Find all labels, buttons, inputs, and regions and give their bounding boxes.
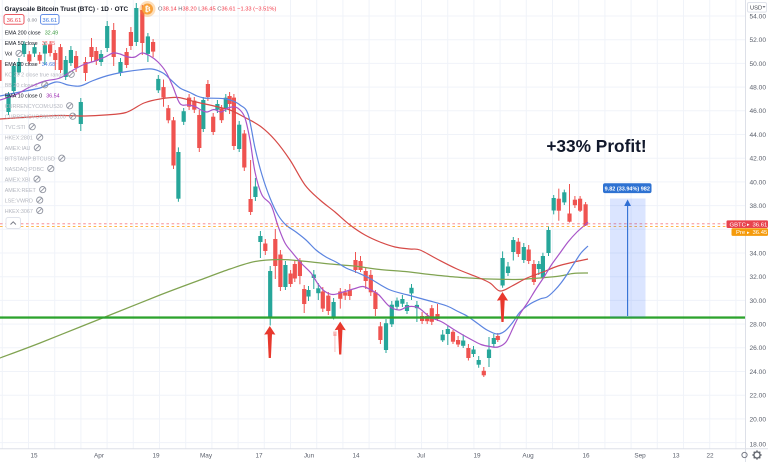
svg-text:Jul: Jul <box>417 453 425 460</box>
svg-text:34.68: 34.68 <box>42 62 56 68</box>
svg-text:30.00: 30.00 <box>750 298 767 305</box>
svg-text:32.49: 32.49 <box>45 31 59 37</box>
svg-text:50.00: 50.00 <box>750 61 767 68</box>
svg-text:19: 19 <box>152 453 160 460</box>
svg-text:BB 20 close 2: BB 20 close 2 <box>5 83 38 89</box>
svg-text:34.00: 34.00 <box>750 250 767 257</box>
svg-text:O38.14 H38.20 L36.45 C36.61 −1: O38.14 H38.20 L36.45 C36.61 −1.33 (−3.51… <box>158 7 276 13</box>
svg-text:Vol: Vol <box>5 52 13 58</box>
svg-text:KC 20 2 close true range: KC 20 2 close true range <box>5 73 65 79</box>
svg-text:36.61: 36.61 <box>42 18 57 24</box>
svg-text:13: 13 <box>672 453 680 460</box>
svg-text:Grayscale Bitcoin Trust (BTC): Grayscale Bitcoin Trust (BTC) · 1D · OTC <box>5 6 129 13</box>
svg-text:15: 15 <box>30 453 38 460</box>
svg-text:TVC:STI: TVC:STI <box>5 125 26 131</box>
svg-text:28.00: 28.00 <box>750 322 767 329</box>
svg-text:48.00: 48.00 <box>750 85 767 92</box>
svg-text:38.00: 38.00 <box>750 203 767 210</box>
svg-text:HKEX:2801: HKEX:2801 <box>5 135 33 141</box>
svg-text:AMEX:IAU: AMEX:IAU <box>5 146 31 152</box>
svg-text:EMA 10 close 0: EMA 10 close 0 <box>5 94 42 100</box>
svg-text:26.00: 26.00 <box>750 345 767 352</box>
svg-text:USD: USD <box>750 6 762 12</box>
svg-text:EMA 200 close: EMA 200 close <box>5 31 41 37</box>
svg-text:▸: ▸ <box>747 222 750 228</box>
svg-text:May: May <box>200 453 213 460</box>
svg-text:33.35: 33.35 <box>42 41 56 47</box>
svg-text:Aug: Aug <box>522 453 534 460</box>
svg-text:46.00: 46.00 <box>750 108 767 115</box>
svg-text:NASDAQ:PDBC: NASDAQ:PDBC <box>5 167 44 173</box>
svg-text:17: 17 <box>255 453 263 460</box>
svg-text:0.00: 0.00 <box>28 18 38 24</box>
svg-text:CURRENCYCOM:US30: CURRENCYCOM:US30 <box>5 104 63 110</box>
svg-text:52.00: 52.00 <box>750 37 767 44</box>
svg-text:22.00: 22.00 <box>750 393 767 400</box>
svg-text:36.61: 36.61 <box>7 18 22 24</box>
svg-text:18.00: 18.00 <box>750 441 767 448</box>
svg-text:Sep: Sep <box>634 453 646 460</box>
svg-text:32.00: 32.00 <box>750 274 767 281</box>
svg-text:40.00: 40.00 <box>750 179 767 186</box>
svg-text:▸: ▸ <box>747 230 750 236</box>
svg-text:LSE:VWRD: LSE:VWRD <box>5 198 33 204</box>
svg-text:Apr: Apr <box>94 453 105 460</box>
svg-text:36.54: 36.54 <box>46 94 60 100</box>
svg-text:22: 22 <box>706 453 714 460</box>
svg-text:HKEX:3067: HKEX:3067 <box>5 209 33 215</box>
svg-text:AMEX:REET: AMEX:REET <box>5 188 37 194</box>
svg-text:24.00: 24.00 <box>750 369 767 376</box>
svg-text:+33% Profit!: +33% Profit! <box>546 136 646 156</box>
svg-text:20.00: 20.00 <box>750 416 767 423</box>
svg-text:Pre: Pre <box>736 230 746 236</box>
svg-text:54.00: 54.00 <box>750 13 767 20</box>
svg-text:EMA 20 close: EMA 20 close <box>5 62 38 68</box>
svg-text:9.82 (33.94%) 982: 9.82 (33.94%) 982 <box>605 186 650 192</box>
svg-text:EMA 50 close: EMA 50 close <box>5 41 38 47</box>
svg-text:Jun: Jun <box>304 453 315 460</box>
svg-text:36.61: 36.61 <box>753 222 768 228</box>
svg-text:16: 16 <box>582 453 590 460</box>
svg-text:14: 14 <box>352 453 360 460</box>
svg-text:19: 19 <box>473 453 481 460</box>
svg-text:AMEX:XBI: AMEX:XBI <box>5 177 30 183</box>
svg-text:CURRENCYCOM:US100: CURRENCYCOM:US100 <box>5 114 66 120</box>
svg-text:42.00: 42.00 <box>750 156 767 163</box>
svg-text:36.45: 36.45 <box>753 230 768 236</box>
svg-text:₿: ₿ <box>144 5 150 14</box>
svg-text:GBTC: GBTC <box>730 222 747 228</box>
svg-text:BITSTAMP:BTCUSD: BITSTAMP:BTCUSD <box>5 156 55 162</box>
svg-text:44.00: 44.00 <box>750 132 767 139</box>
